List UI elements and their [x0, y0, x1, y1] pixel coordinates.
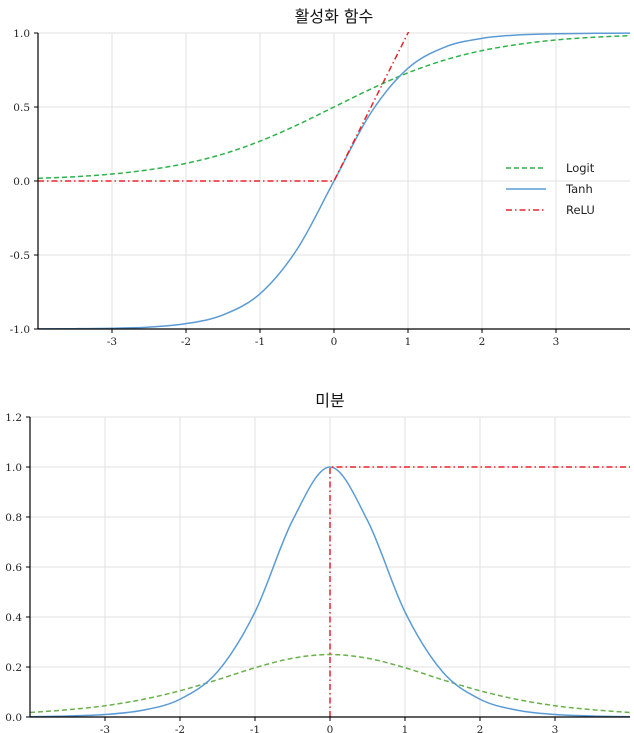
y-tick-label: 0.2	[5, 662, 22, 674]
chart-panel-2: -3 -2 -1 0 1 2 3 0.0 0.2 0.4 0.6 0.8 1.0 1.2 미분	[5, 391, 630, 733]
x-tick-label: 3	[552, 724, 559, 733]
x-tick-label: -2	[181, 336, 191, 348]
series-line-logit	[30, 653, 630, 714]
series-line-logit	[38, 34, 630, 180]
y-tick-label: 1.0	[13, 28, 30, 40]
legend: Logit Tanh ReLU	[506, 161, 595, 217]
y-tick-label: 0.6	[5, 562, 22, 574]
y-tick-label: 0.0	[5, 712, 22, 724]
chart-title: 미분	[315, 391, 344, 410]
series-line-relu	[38, 32, 410, 182]
x-tick-label: 2	[479, 336, 486, 348]
x-tick-label: -2	[175, 724, 185, 733]
series-line-tanh	[38, 32, 630, 329]
y-tick-label: 0.8	[5, 512, 22, 524]
series-line-relu	[329, 466, 630, 717]
legend-label-logit: Logit	[566, 161, 595, 175]
y-tick-label: 0.0	[13, 176, 30, 188]
x-tick-label: 2	[477, 724, 484, 733]
x-tick-label: 3	[553, 336, 560, 348]
legend-label-tanh: Tanh	[565, 182, 593, 196]
x-tick-label: -3	[100, 724, 110, 733]
x-tick-label: 0	[327, 724, 334, 733]
chart-title: 활성화 함수	[295, 7, 374, 26]
y-tick-label: 0.4	[5, 612, 22, 624]
series-line-tanh	[30, 466, 630, 717]
y-tick-label: 1.0	[5, 462, 22, 474]
x-tick-label: 0	[331, 336, 338, 348]
y-tick-label: -1.0	[10, 324, 30, 336]
chart-panel-1: -3 -2 -1 0 1 2 3 -1.0 -0.5 0.0 0.5 1.0 활성화 함수 Logit Ta…	[10, 7, 630, 348]
x-tick-label: -1	[255, 336, 265, 348]
x-tick-label: 1	[402, 724, 409, 733]
x-tick-label: -3	[107, 336, 117, 348]
legend-label-relu: ReLU	[566, 203, 595, 217]
y-tick-label: -0.5	[10, 250, 30, 262]
x-tick-label: 1	[405, 336, 412, 348]
x-tick-label: -1	[250, 724, 260, 733]
y-tick-label: 1.2	[5, 412, 22, 424]
y-tick-label: 0.5	[13, 102, 30, 114]
